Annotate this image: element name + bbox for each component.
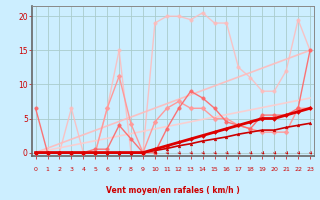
X-axis label: Vent moyen/en rafales ( km/h ): Vent moyen/en rafales ( km/h ) — [106, 186, 240, 195]
